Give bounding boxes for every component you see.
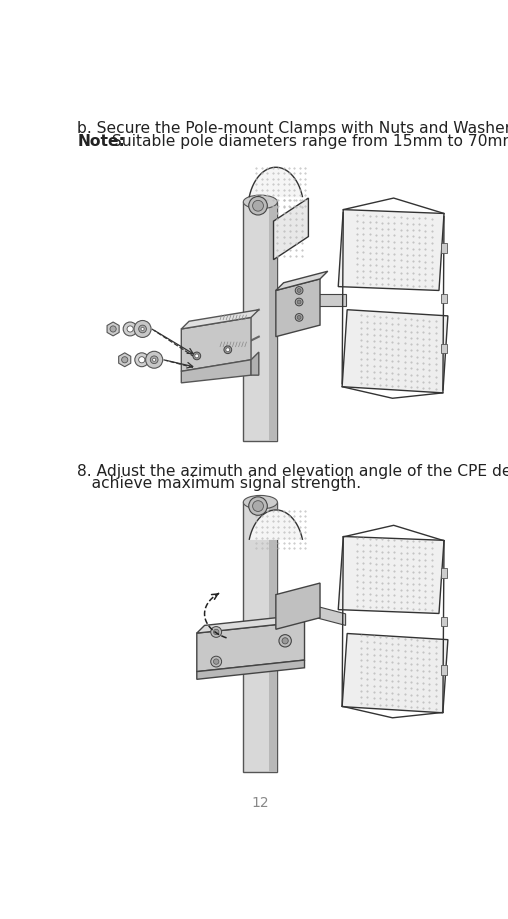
Bar <box>243 502 277 772</box>
Polygon shape <box>249 510 302 539</box>
Circle shape <box>295 287 303 294</box>
Text: b. Secure the Pole-mount Clamps with Nuts and Washers.: b. Secure the Pole-mount Clamps with Nut… <box>77 121 508 136</box>
Circle shape <box>152 358 156 361</box>
Polygon shape <box>316 294 345 306</box>
Circle shape <box>213 659 219 664</box>
Polygon shape <box>249 167 302 197</box>
Text: Suitable pole diameters range from 15mm to 70mm.: Suitable pole diameters range from 15mm … <box>107 134 508 149</box>
Circle shape <box>295 313 303 322</box>
Polygon shape <box>276 271 328 290</box>
Circle shape <box>195 354 199 357</box>
Bar <box>441 344 447 353</box>
Circle shape <box>295 298 303 306</box>
Circle shape <box>249 197 267 215</box>
Circle shape <box>135 353 149 367</box>
Circle shape <box>252 200 264 211</box>
Ellipse shape <box>243 195 277 209</box>
Circle shape <box>110 326 116 332</box>
Polygon shape <box>342 633 448 713</box>
Polygon shape <box>316 607 345 626</box>
Bar <box>441 293 447 302</box>
Circle shape <box>123 322 137 335</box>
FancyArrowPatch shape <box>342 212 343 384</box>
Bar <box>441 617 447 626</box>
Circle shape <box>139 357 145 363</box>
Circle shape <box>249 497 267 516</box>
Circle shape <box>211 627 221 638</box>
Circle shape <box>297 315 301 319</box>
Circle shape <box>279 635 292 647</box>
Text: achieve maximum signal strength.: achieve maximum signal strength. <box>77 476 362 491</box>
Bar <box>269 502 277 772</box>
Polygon shape <box>119 353 131 367</box>
Polygon shape <box>276 583 320 630</box>
Circle shape <box>141 327 144 331</box>
Polygon shape <box>181 310 259 329</box>
FancyArrowPatch shape <box>443 216 444 390</box>
Bar <box>441 569 447 578</box>
Circle shape <box>139 325 146 333</box>
Polygon shape <box>338 537 444 614</box>
Polygon shape <box>197 614 312 633</box>
Bar <box>441 244 447 253</box>
Polygon shape <box>342 310 448 392</box>
Circle shape <box>213 630 219 635</box>
Bar <box>243 202 277 440</box>
Circle shape <box>297 301 301 304</box>
Circle shape <box>252 501 264 512</box>
Circle shape <box>193 352 201 359</box>
Polygon shape <box>338 210 444 290</box>
Text: 12: 12 <box>251 796 269 811</box>
Circle shape <box>134 321 151 337</box>
Circle shape <box>127 326 133 332</box>
Circle shape <box>224 346 232 354</box>
Circle shape <box>150 356 158 364</box>
Circle shape <box>121 357 128 363</box>
Bar <box>441 665 447 675</box>
Polygon shape <box>181 317 251 371</box>
Circle shape <box>226 347 230 352</box>
Polygon shape <box>181 359 251 383</box>
Ellipse shape <box>243 495 277 509</box>
Polygon shape <box>197 660 304 679</box>
Text: Note:: Note: <box>77 134 125 149</box>
Polygon shape <box>197 621 304 672</box>
Circle shape <box>146 351 163 369</box>
Text: 8. Adjust the azimuth and elevation angle of the CPE device to: 8. Adjust the azimuth and elevation angl… <box>77 464 508 479</box>
Polygon shape <box>276 278 320 336</box>
Polygon shape <box>107 322 119 335</box>
Circle shape <box>297 289 301 292</box>
Circle shape <box>282 638 288 644</box>
Circle shape <box>211 656 221 667</box>
Polygon shape <box>273 199 308 260</box>
Bar <box>269 202 277 440</box>
Polygon shape <box>251 352 259 375</box>
